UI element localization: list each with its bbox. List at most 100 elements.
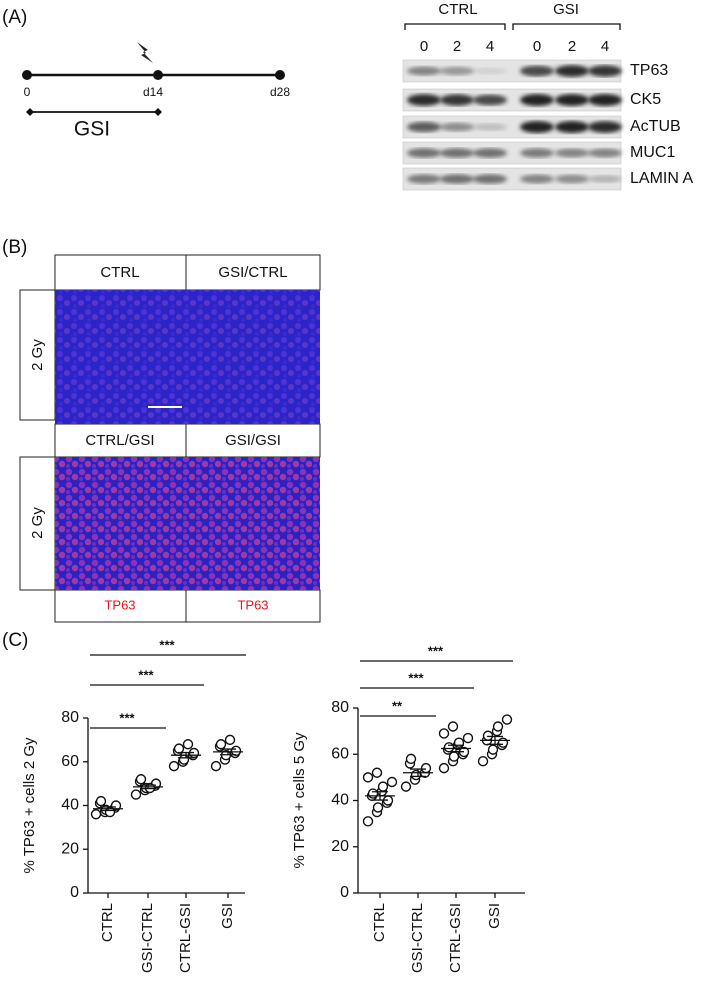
condition-label: GSI/GSI xyxy=(225,432,281,449)
blot-group: CTRL xyxy=(438,1,477,18)
data-point xyxy=(362,772,374,783)
band xyxy=(440,94,474,106)
band xyxy=(473,148,507,158)
error-bar xyxy=(410,768,426,778)
y-tick-label: 0 xyxy=(70,884,79,901)
band xyxy=(473,67,507,75)
data-point xyxy=(405,753,417,765)
data-point xyxy=(230,745,242,757)
lane-label: 4 xyxy=(486,38,494,55)
y-tick-label: 40 xyxy=(331,792,349,809)
band xyxy=(588,65,622,77)
band xyxy=(520,94,554,106)
radiation-icon xyxy=(137,42,153,63)
time-label: 0 xyxy=(24,85,31,99)
band xyxy=(440,66,474,76)
data-point xyxy=(173,743,185,754)
data-point xyxy=(362,816,374,827)
protein-label: CK5 xyxy=(630,91,661,108)
time-label: d14 xyxy=(143,85,163,99)
band xyxy=(555,148,589,158)
error-bar xyxy=(220,748,236,756)
significance-label: *** xyxy=(428,643,444,658)
band xyxy=(520,148,554,158)
y-tick-label: 20 xyxy=(61,840,79,857)
band xyxy=(407,121,441,133)
error-bar xyxy=(448,744,464,753)
protein-label: MUC1 xyxy=(630,144,675,161)
x-tick-label: GSI xyxy=(219,903,236,929)
band xyxy=(440,148,474,158)
y-axis-label: % TP63 + cells 5 Gy xyxy=(291,732,308,869)
significance-label: *** xyxy=(119,710,135,725)
error-bar xyxy=(178,751,194,759)
band xyxy=(440,122,474,132)
band xyxy=(407,66,441,76)
data-point xyxy=(377,781,389,792)
protein-label: TP63 xyxy=(630,62,668,79)
protein-label: LAMIN A xyxy=(630,170,693,187)
band xyxy=(520,121,554,133)
data-point xyxy=(367,788,379,799)
timepoint xyxy=(22,70,32,80)
band xyxy=(588,94,622,106)
micrograph xyxy=(186,290,320,424)
y-tick-label: 20 xyxy=(331,838,349,855)
panel-label: (A) xyxy=(2,7,27,28)
stain-label: TP63 xyxy=(104,597,135,612)
band xyxy=(407,174,441,184)
lane-label: 4 xyxy=(601,38,609,55)
data-point xyxy=(482,730,494,741)
band xyxy=(588,121,622,133)
condition-label: CTRL/GSI xyxy=(85,432,154,449)
band xyxy=(588,148,622,158)
x-tick-label: CTRL-GSI xyxy=(177,903,194,973)
time-label: d28 xyxy=(270,85,290,99)
error-bar xyxy=(100,806,116,812)
significance-label: ** xyxy=(392,698,403,713)
data-point xyxy=(210,760,222,772)
band xyxy=(520,174,554,184)
y-tick-label: 40 xyxy=(61,797,79,814)
timepoint xyxy=(275,70,285,80)
data-point xyxy=(497,737,509,748)
condition-label: GSI/CTRL xyxy=(218,264,287,281)
blot-group: GSI xyxy=(553,1,579,18)
data-point xyxy=(492,721,504,732)
timepoint xyxy=(153,70,163,80)
band xyxy=(555,94,589,106)
data-point xyxy=(130,789,142,800)
band xyxy=(407,94,441,106)
data-point xyxy=(168,760,180,772)
band xyxy=(520,65,554,77)
micrograph xyxy=(186,457,320,590)
data-point xyxy=(462,732,474,744)
data-point xyxy=(95,795,107,807)
data-point xyxy=(410,769,422,781)
band xyxy=(555,174,589,184)
data-point xyxy=(386,776,398,788)
data-point xyxy=(135,774,147,785)
data-point xyxy=(224,734,236,746)
data-point xyxy=(178,754,190,765)
y-tick-label: 80 xyxy=(61,709,79,726)
x-tick-label: GSI xyxy=(486,903,503,929)
data-point xyxy=(372,802,384,813)
data-point xyxy=(438,762,450,774)
error-bar xyxy=(140,784,156,790)
data-point xyxy=(487,744,499,755)
band xyxy=(555,65,589,77)
band xyxy=(588,175,622,183)
band xyxy=(473,94,507,106)
band xyxy=(555,121,589,133)
data-point xyxy=(215,739,227,750)
treatment-label: GSI xyxy=(74,118,110,141)
y-tick-label: 0 xyxy=(340,884,349,901)
y-tick-label: 60 xyxy=(61,753,79,770)
data-point xyxy=(477,755,489,767)
significance-label: *** xyxy=(138,667,154,682)
data-point xyxy=(438,728,450,739)
data-point xyxy=(447,721,459,732)
